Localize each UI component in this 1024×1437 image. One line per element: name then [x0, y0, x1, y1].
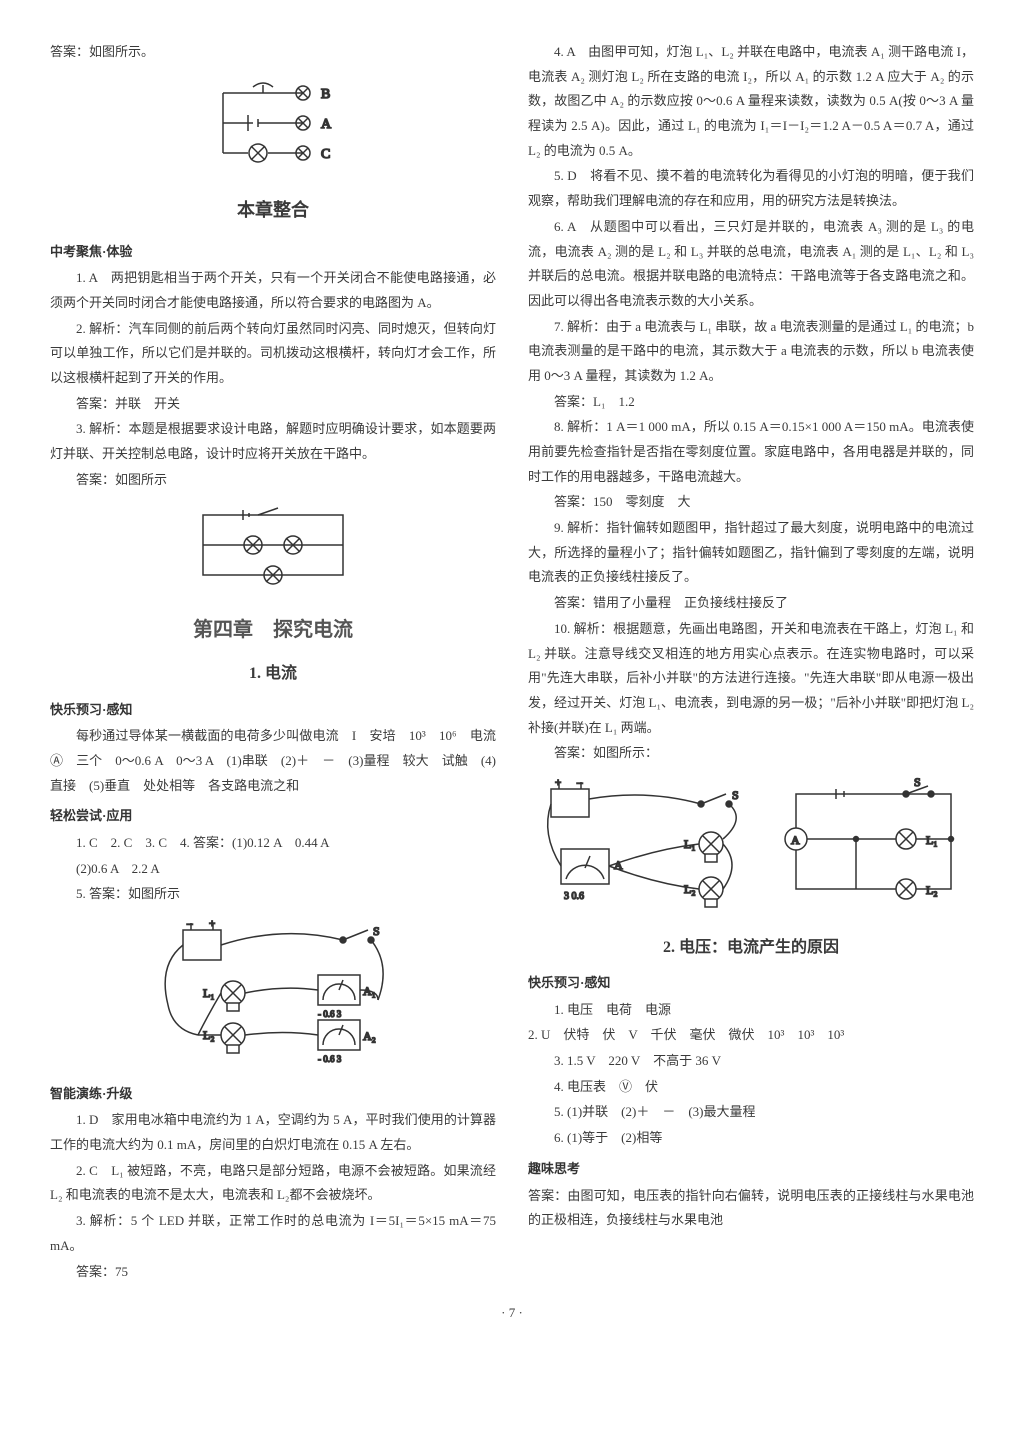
preview2-heading: 快乐预习·感知: [528, 971, 974, 996]
answer-label: 答案：如图所示。: [50, 40, 496, 65]
try-line-1: 1. C 2. C 3. C 4. 答案：(1)0.12 A 0.44 A: [50, 831, 496, 856]
paragraph-6: 6. A 从题图中可以看出，三只灯是并联的，电流表 A₃ 测的是 L₃ 的电流，…: [528, 215, 974, 314]
paragraph-3: 3. 解析：本题是根据要求设计电路，解题时应明确设计要求，如本题要两灯并联、开关…: [50, 417, 496, 466]
svg-text:B: B: [321, 87, 330, 102]
fun-heading: 趣味思考: [528, 1157, 974, 1182]
try-heading: 轻松尝试·应用: [50, 804, 496, 829]
try-line-3: 5. 答案：如图所示: [50, 882, 496, 907]
svg-text:S: S: [732, 788, 739, 802]
svg-text:–: –: [186, 918, 193, 930]
chapter-title: 第四章 探究电流: [50, 611, 496, 649]
circuit-figure-3: – + S A₁ - 0.6 3: [50, 915, 496, 1074]
paragraph-7: 7. 解析：由于 a 电流表与 L₁ 串联，故 a 电流表测量的是通过 L₁ 的…: [528, 315, 974, 389]
paragraph-5: 5. D 将看不见、摸不着的电流转化为看得见的小灯泡的明暗，便于我们观察，帮助我…: [528, 164, 974, 213]
pv2-6: 6. (1)等于 (2)相等: [528, 1126, 974, 1151]
focus-heading: 中考聚焦·体验: [50, 240, 496, 265]
paragraph-7-answer: 答案：L₁ 1.2: [528, 390, 974, 415]
svg-text:- 0.6 3: - 0.6 3: [318, 1054, 342, 1064]
svg-text:+: +: [209, 918, 215, 930]
paragraph-8-answer: 答案：150 零刻度 大: [528, 490, 974, 515]
try-line-2: (2)0.6 A 2.2 A: [50, 857, 496, 882]
upgrade-heading: 智能演练·升级: [50, 1082, 496, 1107]
paragraph-10: 10. 解析：根据题意，先画出电路图，开关和电流表在干路上，灯泡 L₁ 和 L₂…: [528, 617, 974, 740]
pv2-1: 1. 电压 电荷 电源: [528, 998, 974, 1023]
circuit-figure-4: + – 3 0.6 A S L₁: [528, 774, 974, 923]
svg-text:L₁: L₁: [926, 833, 938, 847]
paragraph-3-answer: 答案：如图所示: [50, 468, 496, 493]
svg-text:+: +: [555, 777, 561, 789]
upgrade-p3: 3. 解析：5 个 LED 并联，正常工作时的总电流为 I＝5I₁＝5×15 m…: [50, 1209, 496, 1258]
svg-text:A₂: A₂: [363, 1029, 376, 1043]
paragraph-1: 1. A 两把钥匙相当于两个开关，只有一个开关闭合不能使电路接通，必须两个开关同…: [50, 266, 496, 315]
upgrade-p1: 1. D 家用电冰箱中电流约为 1 A，空调约为 5 A，平时我们使用的计算器工…: [50, 1108, 496, 1157]
paragraph-4: 4. A 由图甲可知，灯泡 L₁、L₂ 并联在电路中，电流表 A₁ 测干路电流 …: [528, 40, 974, 163]
paragraph-9: 9. 解析：指针偏转如题图甲，指针超过了最大刻度，说明电路中的电流过大，所选择的…: [528, 516, 974, 590]
upgrade-p2: 2. C L₁ 被短路，不亮，电路只是部分短路，电源不会被短路。如果流经 L₂ …: [50, 1159, 496, 1208]
page-number: · 7 ·: [50, 1301, 974, 1326]
circuit-figure-1: B A C: [50, 73, 496, 182]
pv2-2: 2. U 伏特 伏 V 千伏 毫伏 微伏 10³ 10³ 10³: [528, 1023, 974, 1048]
fun-answer: 答案：由图可知，电压表的指针向右偏转，说明电压表的正接线柱与水果电池的正极相连，…: [528, 1184, 974, 1233]
svg-text:S: S: [914, 775, 921, 789]
svg-text:L₂: L₂: [926, 883, 938, 897]
svg-text:L₁: L₁: [203, 986, 215, 1000]
svg-text:C: C: [321, 147, 330, 162]
preview-heading: 快乐预习·感知: [50, 698, 496, 723]
paragraph-8: 8. 解析：1 A＝1 000 mA，所以 0.15 A＝0.15×1 000 …: [528, 415, 974, 489]
svg-text:A: A: [791, 833, 800, 847]
upgrade-p3-answer: 答案：75: [50, 1260, 496, 1285]
pv2-5: 5. (1)并联 (2)＋ － (3)最大量程: [528, 1100, 974, 1125]
svg-text:–: –: [576, 777, 583, 789]
svg-text:- 0.6 3: - 0.6 3: [318, 1009, 342, 1019]
paragraph-2: 2. 解析：汽车同侧的前后两个转向灯虽然同时闪亮、同时熄灭，但转向灯可以单独工作…: [50, 317, 496, 391]
paragraph-2-answer: 答案：并联 开关: [50, 392, 496, 417]
section-integrate-title: 本章整合: [50, 193, 496, 227]
paragraph-9-answer: 答案：错用了小量程 正负接线柱接反了: [528, 591, 974, 616]
sub-title-1: 1. 电流: [50, 659, 496, 689]
pv2-3: 3. 1.5 V 220 V 不高于 36 V: [528, 1049, 974, 1074]
svg-text:3 0.6: 3 0.6: [564, 891, 584, 902]
paragraph-10-answer: 答案：如图所示：: [528, 741, 974, 766]
pv2-4: 4. 电压表 Ⓥ 伏: [528, 1075, 974, 1100]
svg-text:A: A: [321, 117, 332, 132]
svg-text:S: S: [373, 924, 380, 938]
sub-title-2: 2. 电压：电流产生的原因: [528, 933, 974, 963]
circuit-figure-2: [50, 500, 496, 599]
preview-content: 每秒通过导体某一横截面的电荷多少叫做电流 I 安培 10³ 10⁶ 电流 Ⓐ 三…: [50, 724, 496, 798]
